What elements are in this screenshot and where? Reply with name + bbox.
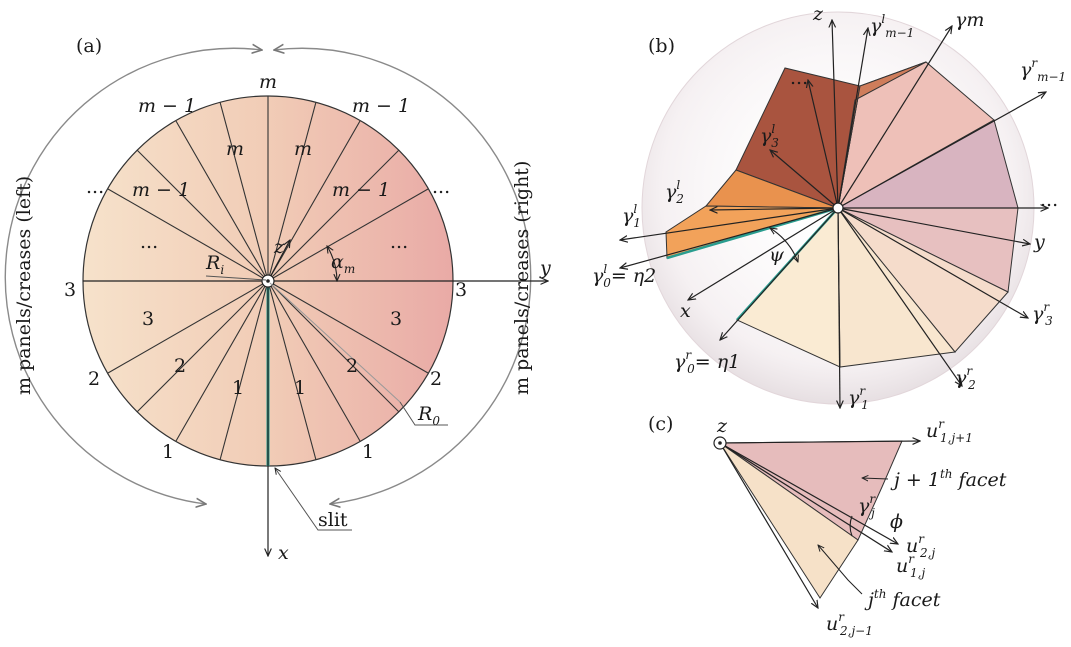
ring-right-2: 3: [455, 279, 467, 301]
ring-left-4: 1: [162, 441, 174, 463]
gamma-j-label: γr j: [858, 492, 876, 520]
sector-label-7: 3: [390, 308, 402, 330]
dots-right: ...: [1040, 189, 1058, 211]
sector-label-9: 2: [346, 355, 358, 377]
alpha-arc: [327, 246, 337, 281]
gamma-j-arc: [849, 515, 853, 537]
gamma-1-l: γl 1: [622, 202, 641, 230]
gamma-m-1-l: γlm−1: [870, 12, 914, 40]
sector-label-1: m: [294, 138, 312, 160]
panel-b: (b): [592, 3, 1066, 412]
u2j-label: ur 2,j: [906, 532, 935, 560]
gamma-2-l: γl 2: [665, 178, 684, 206]
u2-jm1-vector: [719, 442, 818, 608]
u1-jp1-vector: [719, 441, 920, 443]
z-axis: [267, 240, 290, 282]
r0-label: R0: [417, 403, 440, 428]
ri-leader: [205, 275, 267, 281]
ring-right-3: 2: [430, 368, 442, 390]
ring-left-2: 3: [64, 279, 76, 301]
facet-j-label: jth facet: [864, 587, 941, 611]
sector-label-4: ...: [140, 231, 158, 253]
gamma-3-r: γr 3: [1032, 300, 1053, 328]
r0-radius: [269, 282, 401, 403]
sector-label-6: 3: [142, 308, 154, 330]
u1j-label: ur 1,j: [896, 552, 925, 580]
ri-label: Ri: [205, 252, 224, 277]
ring-right-1: ...: [432, 176, 450, 198]
u2-jm1-label: ur 2,j−1: [826, 610, 873, 638]
phi-label: ϕ: [890, 511, 903, 533]
sector-label-0: m: [226, 138, 244, 160]
u2j-vector: [719, 442, 898, 544]
cone-y-label: y: [1033, 231, 1045, 253]
right-caption: m panels/creases (right): [511, 161, 533, 395]
u1-jp1-label: ur 1,j+1: [926, 417, 973, 445]
gamma-m: γm: [955, 9, 984, 31]
gamma-rays: [620, 20, 1048, 408]
psi-label: ψ: [769, 244, 785, 266]
sector-label-8: 2: [174, 355, 186, 377]
panel-c-label: (c): [648, 413, 673, 435]
ring-left-3: 2: [88, 368, 100, 390]
alpha-label: αm: [331, 251, 355, 276]
cone-x-label: x: [680, 300, 691, 322]
panel-b-label: (b): [648, 35, 675, 57]
sector-label-2: m − 1: [132, 179, 190, 201]
facet-mid-orange: [837, 61, 927, 209]
z-axis-label: z: [273, 236, 285, 258]
slit-leader: [275, 468, 352, 531]
cone-z-label: z: [812, 3, 824, 25]
gamma-m-1-r: γrm−1: [1020, 56, 1066, 84]
gamma-0-l: γl 0= η2: [592, 262, 656, 290]
ring-left-1: ...: [86, 176, 104, 198]
panel-a-label: (a): [76, 35, 102, 57]
sector-label-11: 1: [294, 377, 306, 399]
top-label-m: m: [259, 71, 277, 93]
ring-right-0: m − 1: [352, 95, 410, 117]
ring-left-0: m − 1: [138, 95, 196, 117]
sector-label-5: ...: [390, 231, 408, 253]
facet-z-label: z: [716, 415, 728, 437]
y-axis-label: y: [539, 257, 551, 279]
gamma-3-l: γl 3: [760, 122, 779, 150]
panel-a: (a): [4, 35, 551, 564]
left-caption: m panels/creases (left): [13, 176, 35, 395]
x-axis-label: x: [278, 542, 289, 564]
facet-j1-label: j + 1th facet: [890, 467, 1007, 491]
left-arc-arrow: [4, 48, 262, 504]
u1j-vector: [719, 442, 892, 552]
gamma-2-r: γr 2: [955, 364, 976, 392]
slit-label: slit: [318, 509, 348, 531]
panel-c: (c) z γr j ϕ j + 1th facet jth facet ur 1,j+…: [648, 413, 1007, 638]
sector-label-3: m − 1: [332, 179, 390, 201]
gamma-0-r: γr 0= η1: [674, 348, 740, 376]
right-arc-arrow: [274, 48, 532, 504]
psi-arc: [770, 228, 798, 262]
sector-label-10: 1: [232, 377, 244, 399]
gamma-1-r: γr 1: [848, 384, 869, 412]
ring-right-4: 1: [362, 441, 374, 463]
dots-top: ...: [790, 67, 808, 89]
